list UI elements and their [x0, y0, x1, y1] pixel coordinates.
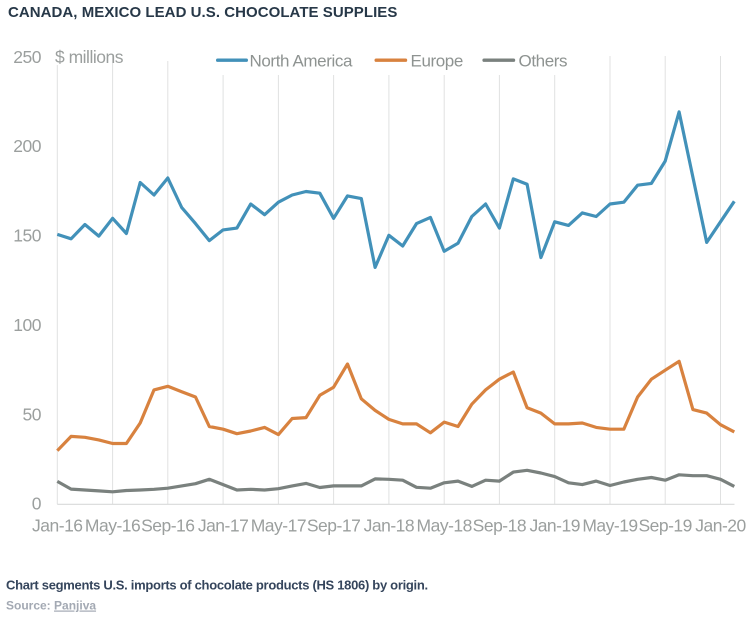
svg-text:Sep-16: Sep-16	[141, 516, 194, 536]
svg-text:150: 150	[13, 226, 41, 246]
svg-text:0: 0	[32, 494, 42, 514]
svg-text:Sep-19: Sep-19	[638, 516, 691, 536]
svg-text:North America: North America	[250, 51, 353, 70]
svg-text:May-17: May-17	[251, 516, 306, 536]
svg-text:Europe: Europe	[411, 51, 463, 70]
svg-text:Sep-18: Sep-18	[473, 516, 526, 536]
svg-text:May-16: May-16	[85, 516, 140, 536]
svg-text:Others: Others	[519, 51, 568, 70]
svg-text:Jan-18: Jan-18	[364, 516, 415, 536]
svg-text:$ millions: $ millions	[55, 47, 124, 67]
svg-text:50: 50	[23, 404, 42, 424]
svg-text:200: 200	[13, 136, 41, 156]
svg-text:250: 250	[13, 47, 41, 67]
svg-text:Chart segments U.S. imports of: Chart segments U.S. imports of chocolate…	[6, 578, 428, 593]
svg-text:Jan-17: Jan-17	[198, 516, 249, 536]
svg-text:Sep-17: Sep-17	[307, 516, 360, 536]
svg-text:Jan-16: Jan-16	[32, 516, 83, 536]
svg-text:Jan-20: Jan-20	[695, 516, 746, 536]
svg-text:May-19: May-19	[582, 516, 637, 536]
svg-text:CANADA, MEXICO LEAD U.S. CHOCO: CANADA, MEXICO LEAD U.S. CHOCOLATE SUPPL…	[8, 4, 397, 21]
svg-text:Jan-19: Jan-19	[529, 516, 580, 536]
svg-text:100: 100	[13, 315, 41, 335]
svg-text:Source: Panjiva: Source: Panjiva	[6, 599, 96, 613]
svg-text:May-18: May-18	[417, 516, 472, 536]
